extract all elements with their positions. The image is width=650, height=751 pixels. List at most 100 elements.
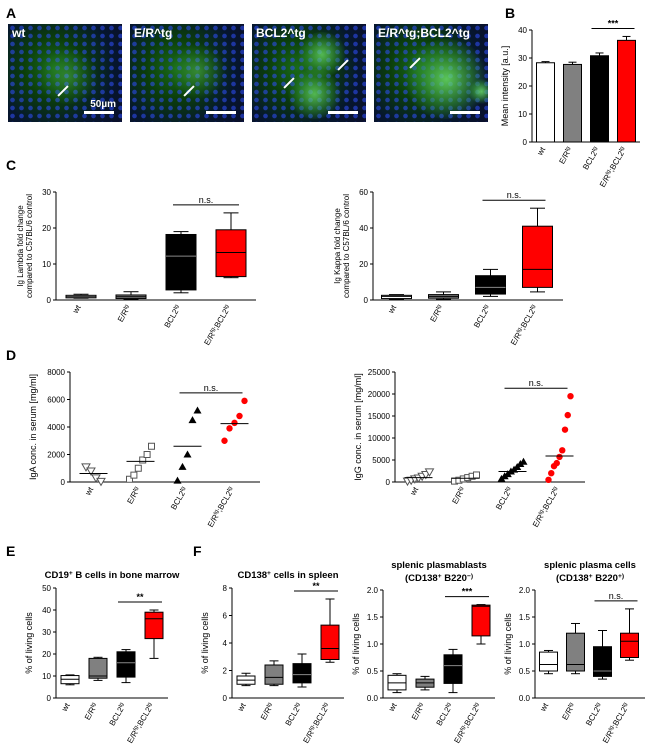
data-point: [559, 447, 566, 454]
box: [620, 632, 639, 659]
box: [292, 663, 312, 684]
y-tick-label: 2000: [47, 451, 65, 460]
y-tick-label: 0.5: [519, 667, 531, 676]
y-tick-label: 0: [364, 296, 369, 305]
scale-bar: [450, 111, 480, 114]
box: [144, 611, 164, 640]
x-tick-label: E/Rtg: [125, 486, 142, 506]
scale-bar: [206, 111, 236, 114]
x-tick-label: BCL2tg: [494, 486, 514, 512]
y-tick-label: 2: [223, 667, 228, 676]
y-tick-label: 6: [223, 612, 228, 621]
chart-title: CD19+ B cells in bone marrow: [45, 570, 180, 582]
micrograph-wt: wt 50µm: [8, 24, 122, 122]
x-tick-label: E/Rtg: [557, 146, 574, 166]
x-tick-label: E/Rtg: [410, 702, 427, 722]
panel-label-d: D: [6, 347, 16, 363]
x-tick-label: wt: [386, 303, 399, 316]
data-point: [519, 457, 528, 465]
box: [522, 225, 553, 288]
x-tick-label: E/Rtg;BCL2tg: [509, 304, 539, 347]
data-point: [96, 477, 106, 487]
box: [88, 657, 108, 679]
data-point: [193, 406, 202, 414]
y-tick-label: 4000: [47, 423, 65, 432]
y-tick-label: 1.0: [519, 640, 531, 649]
y-tick-label: 60: [359, 188, 368, 197]
box: [320, 624, 340, 660]
x-tick-label: wt: [386, 701, 399, 714]
data-point: [231, 419, 238, 427]
significance-label: n.s.: [199, 195, 214, 205]
x-tick-label: E/Rtg;BCL2tg: [601, 702, 631, 745]
box: [264, 664, 284, 685]
box: [215, 229, 247, 278]
box: [471, 604, 491, 637]
x-tick-label: BCL2tg: [581, 146, 601, 172]
panel-label-b: B: [505, 5, 515, 21]
y-axis-label: Ig Kappa fold change: [333, 208, 342, 284]
data-point: [134, 464, 142, 472]
data-point: [139, 456, 147, 464]
chart-c1: 0 10 20 30 Ig Lambda fold change compared to …: [16, 188, 256, 347]
x-tick-label: wt: [535, 145, 548, 158]
data-point: [81, 463, 91, 472]
x-tick-label: E/Rtg: [83, 702, 100, 722]
chart-subtitle: (CD138+ B220+): [556, 573, 624, 585]
y-tick-label: 0: [223, 694, 228, 703]
data-point: [86, 467, 96, 477]
y-tick-label: 2.0: [367, 586, 379, 595]
significance-label: n.s.: [204, 383, 219, 393]
data-point: [173, 476, 182, 484]
data-point: [148, 442, 155, 450]
y-axis-label: compared to C57BL/6 control: [342, 194, 351, 298]
chart-f3: 0.0 0.5 1.0 1.5 2.0 % of living cells splenic …: [503, 560, 645, 745]
bar: [536, 62, 555, 143]
x-tick-label: wt: [408, 485, 421, 498]
x-tick-label: wt: [538, 701, 551, 714]
chart-f1: 0 2 4 6 8 % of living cells CD138+ cells in sp…: [200, 570, 344, 745]
chart-d2: 0 5000 10000 15000 20000 25000 IgG conc. in se…: [353, 368, 585, 529]
y-tick-label: 20: [42, 224, 51, 233]
y-tick-label: 10: [42, 260, 51, 269]
box: [539, 651, 558, 672]
y-tick-label: 0.5: [367, 667, 379, 676]
y-tick-label: 0: [47, 296, 52, 305]
y-tick-label: 15000: [368, 412, 391, 421]
y-tick-label: 10: [42, 672, 51, 681]
box: [443, 654, 463, 684]
box: [593, 646, 612, 677]
x-tick-label: BCL2tg: [163, 304, 183, 330]
box: [116, 651, 136, 678]
x-tick-label: BCL2tg: [472, 304, 492, 330]
box: [165, 233, 197, 291]
scale-bar: [328, 111, 358, 114]
data-point: [548, 470, 555, 477]
y-tick-label: 6000: [47, 396, 65, 405]
x-tick-label: BCL2tg: [584, 702, 604, 728]
x-tick-label: wt: [235, 701, 248, 714]
chart-c2: 0 20 40 60 Ig Kappa fold change compared to C…: [333, 188, 563, 347]
data-point: [241, 397, 248, 405]
significance-label: n.s.: [609, 591, 624, 601]
y-axis-label: % of living cells: [24, 612, 34, 674]
x-tick-label: BCL2tg: [435, 702, 455, 728]
y-tick-label: 40: [518, 26, 527, 35]
y-tick-label: 30: [42, 188, 51, 197]
x-tick-label: wt: [70, 303, 83, 316]
y-tick-label: 30: [518, 54, 527, 63]
x-tick-label: E/Rtg;BCL2tg: [206, 486, 236, 529]
micrograph-double: E/R^tg;BCL2^tg: [374, 24, 488, 122]
y-tick-label: 8000: [47, 368, 65, 377]
y-axis-label: % of living cells: [503, 613, 513, 675]
data-point: [561, 426, 569, 433]
chart-title: splenic plasmablasts: [391, 560, 487, 571]
y-axis-label: % of living cells: [200, 612, 210, 674]
panel-label-c: C: [6, 157, 16, 173]
y-tick-label: 25000: [368, 368, 391, 377]
y-tick-label: 0.0: [519, 694, 531, 703]
x-tick-label: wt: [59, 701, 72, 714]
data-point: [473, 471, 480, 479]
chart-subtitle: (CD138+ B220−): [405, 573, 473, 585]
y-tick-label: 8: [223, 584, 228, 593]
